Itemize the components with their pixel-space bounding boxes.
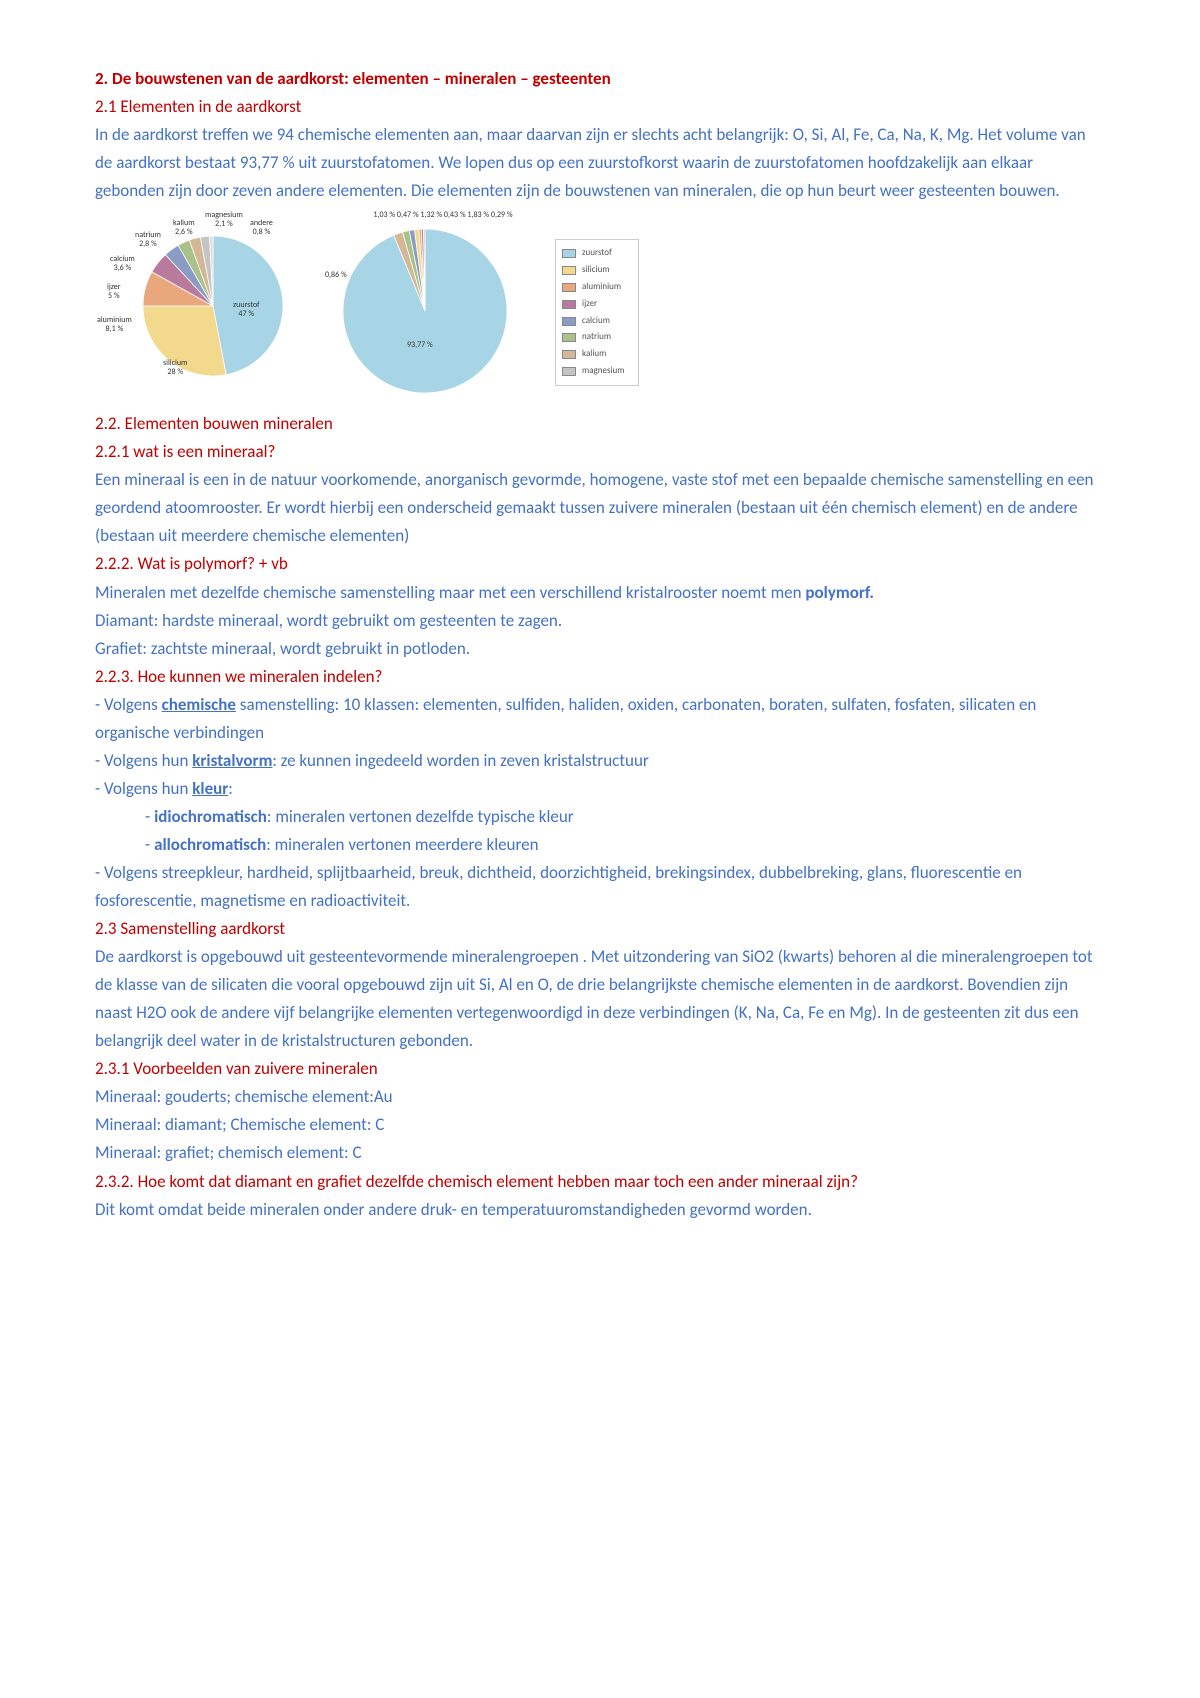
para-2-2-3c: - Volgens hun kleur: <box>95 775 1105 803</box>
legend-swatch-silicium <box>562 266 576 275</box>
legend-item-zuurstof: zuurstof <box>562 246 624 261</box>
pie-chart-1 <box>95 211 295 386</box>
para-2-3-1a: Mineraal: gouderts; chemische element:Au <box>95 1083 1105 1111</box>
pie1-label-kalium: kalium2,6 % <box>173 219 195 237</box>
term-chemische: chemische <box>162 694 236 715</box>
legend-swatch-natrium <box>562 333 576 342</box>
legend-label-calcium: calcium <box>582 314 610 329</box>
term-kleur: kleur <box>192 778 228 799</box>
chart-section: zuurstof47 % silicium28 % aluminium8,1 % ij… <box>95 211 1105 406</box>
legend-item-magnesium: magnesium <box>562 364 624 379</box>
para-2-2-3c2: - allochromatisch: mineralen vertonen me… <box>95 831 1105 859</box>
legend-item-natrium: natrium <box>562 330 624 345</box>
legend-label-zuurstof: zuurstof <box>582 246 612 261</box>
pie1-label-silicium: silicium28 % <box>163 359 187 377</box>
heading-2-3: 2.3 Samenstelling aardkorst <box>95 915 1105 943</box>
pie1-label-aluminium: aluminium8,1 % <box>97 316 132 334</box>
para-2-3-1b: Mineraal: diamant; Chemische element: C <box>95 1111 1105 1139</box>
heading-2-1: 2.1 Elementen in de aardkorst <box>95 93 1105 121</box>
legend-swatch-aluminium <box>562 283 576 292</box>
para-2-2-3a: - Volgens chemische samenstelling: 10 kl… <box>95 691 1105 747</box>
legend-label-magnesium: magnesium <box>582 364 624 379</box>
legend-label-ijzer: ijzer <box>582 297 597 312</box>
term-idiochromatisch: idiochromatisch <box>154 806 267 827</box>
pie1-label-magnesium: magnesium2,1 % <box>205 211 243 229</box>
para-2-1: In de aardkorst treffen we 94 chemische … <box>95 121 1105 205</box>
heading-2: 2. De bouwstenen van de aardkorst: eleme… <box>95 65 1105 93</box>
term-allochromatisch: allochromatisch <box>154 834 266 855</box>
legend-label-kalium: kalium <box>582 347 606 362</box>
para-2-3: De aardkorst is opgebouwd uit gesteentev… <box>95 943 1105 1055</box>
legend-swatch-magnesium <box>562 367 576 376</box>
heading-2-2-1: 2.2.1 wat is een mineraal? <box>95 438 1105 466</box>
pie1-label-andere: andere0,8 % <box>250 219 273 237</box>
legend-label-aluminium: aluminium <box>582 280 621 295</box>
legend-item-silicium: silicium <box>562 263 624 278</box>
pie-chart-1-wrap: zuurstof47 % silicium28 % aluminium8,1 % ij… <box>95 211 295 386</box>
para-2-2-3c1: - idiochromatisch: mineralen vertonen de… <box>95 803 1105 831</box>
para-2-3-1c: Mineraal: grafiet; chemisch element: C <box>95 1139 1105 1167</box>
chart-legend: zuurstof silicium aluminium ijzer calciumnat… <box>555 239 639 386</box>
pie-chart-2 <box>325 211 525 406</box>
heading-2-3-1: 2.3.1 Voorbeelden van zuivere mineralen <box>95 1055 1105 1083</box>
heading-2-2-2: 2.2.2. Wat is polymorf? + vb <box>95 550 1105 578</box>
heading-2-2: 2.2. Elementen bouwen mineralen <box>95 410 1105 438</box>
para-2-2-1: Een mineraal is een in de natuur voorkom… <box>95 466 1105 550</box>
legend-item-calcium: calcium <box>562 314 624 329</box>
para-2-2-2c: Diamant: hardste mineraal, wordt gebruik… <box>95 607 1105 635</box>
para-2-2-3b: - Volgens hun kristalvorm: ze kunnen ing… <box>95 747 1105 775</box>
pie1-label-zuurstof: zuurstof47 % <box>233 301 259 319</box>
pie2-label-side: 0,86 % <box>325 271 347 280</box>
para-2-2-2a: Mineralen met dezelfde chemische samenst… <box>95 579 1105 607</box>
term-kristalvorm: kristalvorm <box>192 750 272 771</box>
legend-swatch-ijzer <box>562 300 576 309</box>
pie2-label-center: 93,77 % <box>407 341 433 350</box>
para-2-3-2: Dit komt omdat beide mineralen onder and… <box>95 1196 1105 1224</box>
heading-2-3-2: 2.3.2. Hoe komt dat diamant en grafiet d… <box>95 1168 1105 1196</box>
para-2-2-2d: Grafiet: zachtste mineraal, wordt gebrui… <box>95 635 1105 663</box>
legend-label-silicium: silicium <box>582 263 610 278</box>
heading-2-2-3: 2.2.3. Hoe kunnen we mineralen indelen? <box>95 663 1105 691</box>
pie2-label-top: 1,03 % 0,47 % 1,32 % 0,43 % 1,83 % 0,29 … <box>373 211 513 220</box>
pie-chart-2-wrap: 93,77 % 1,03 % 0,47 % 1,32 % 0,43 % 1,83 … <box>325 211 525 406</box>
legend-label-natrium: natrium <box>582 330 611 345</box>
legend-item-kalium: kalium <box>562 347 624 362</box>
legend-swatch-zuurstof <box>562 249 576 258</box>
term-polymorf: polymorf. <box>805 582 874 603</box>
pie1-label-ijzer: ijzer5 % <box>107 283 121 301</box>
pie1-label-natrium: natrium2,8 % <box>135 231 161 249</box>
legend-item-aluminium: aluminium <box>562 280 624 295</box>
para-2-2-3d: - Volgens streepkleur, hardheid, splijtb… <box>95 859 1105 915</box>
pie1-label-calcium: calcium3,6 % <box>110 255 135 273</box>
legend-swatch-kalium <box>562 350 576 359</box>
legend-swatch-calcium <box>562 317 576 326</box>
legend-item-ijzer: ijzer <box>562 297 624 312</box>
